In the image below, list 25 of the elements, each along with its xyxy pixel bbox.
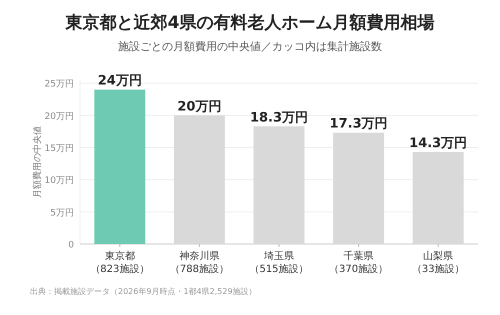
y-tick-label: 20万円	[44, 112, 74, 122]
data-label: 18.3万円	[250, 110, 308, 126]
data-label: 17.3万円	[330, 116, 388, 132]
bar	[254, 126, 304, 244]
x-tick-label: 東京都（823施設）	[90, 250, 150, 275]
chart-title: 東京都と近郊4県の有料老人ホーム月額費用相場	[64, 13, 434, 33]
bar	[412, 152, 464, 244]
y-tick-label: 10万円	[44, 176, 74, 186]
y-tick-label: 15万円	[44, 144, 74, 154]
data-label: 14.3万円	[409, 136, 468, 152]
x-tick-label: 山梨県（33施設）	[412, 250, 465, 275]
x-tick-label: 神奈川県（788施設）	[170, 250, 229, 275]
data-label: 20万円	[177, 99, 222, 114]
bar	[174, 115, 225, 244]
y-tick-label: 0	[68, 240, 74, 250]
x-tick-label: 千葉県（370施設）	[329, 250, 388, 275]
y-axis-title: 月額費用の中央値	[32, 126, 43, 198]
bar	[333, 132, 384, 244]
x-tick-label: 埼玉県（515施設）	[249, 250, 309, 275]
data-label: 24万円	[98, 74, 142, 89]
source-note: 出典：掲載施設データ（2026年9月時点・1都4県2,529施設）	[30, 287, 257, 296]
y-tick-label: 5万円	[50, 208, 74, 218]
chart-subtitle: 施設ごとの月額費用の中央値／カッコ内は集計施設数	[118, 40, 382, 53]
y-tick-label: 25万円	[44, 80, 74, 90]
bar	[94, 90, 146, 244]
